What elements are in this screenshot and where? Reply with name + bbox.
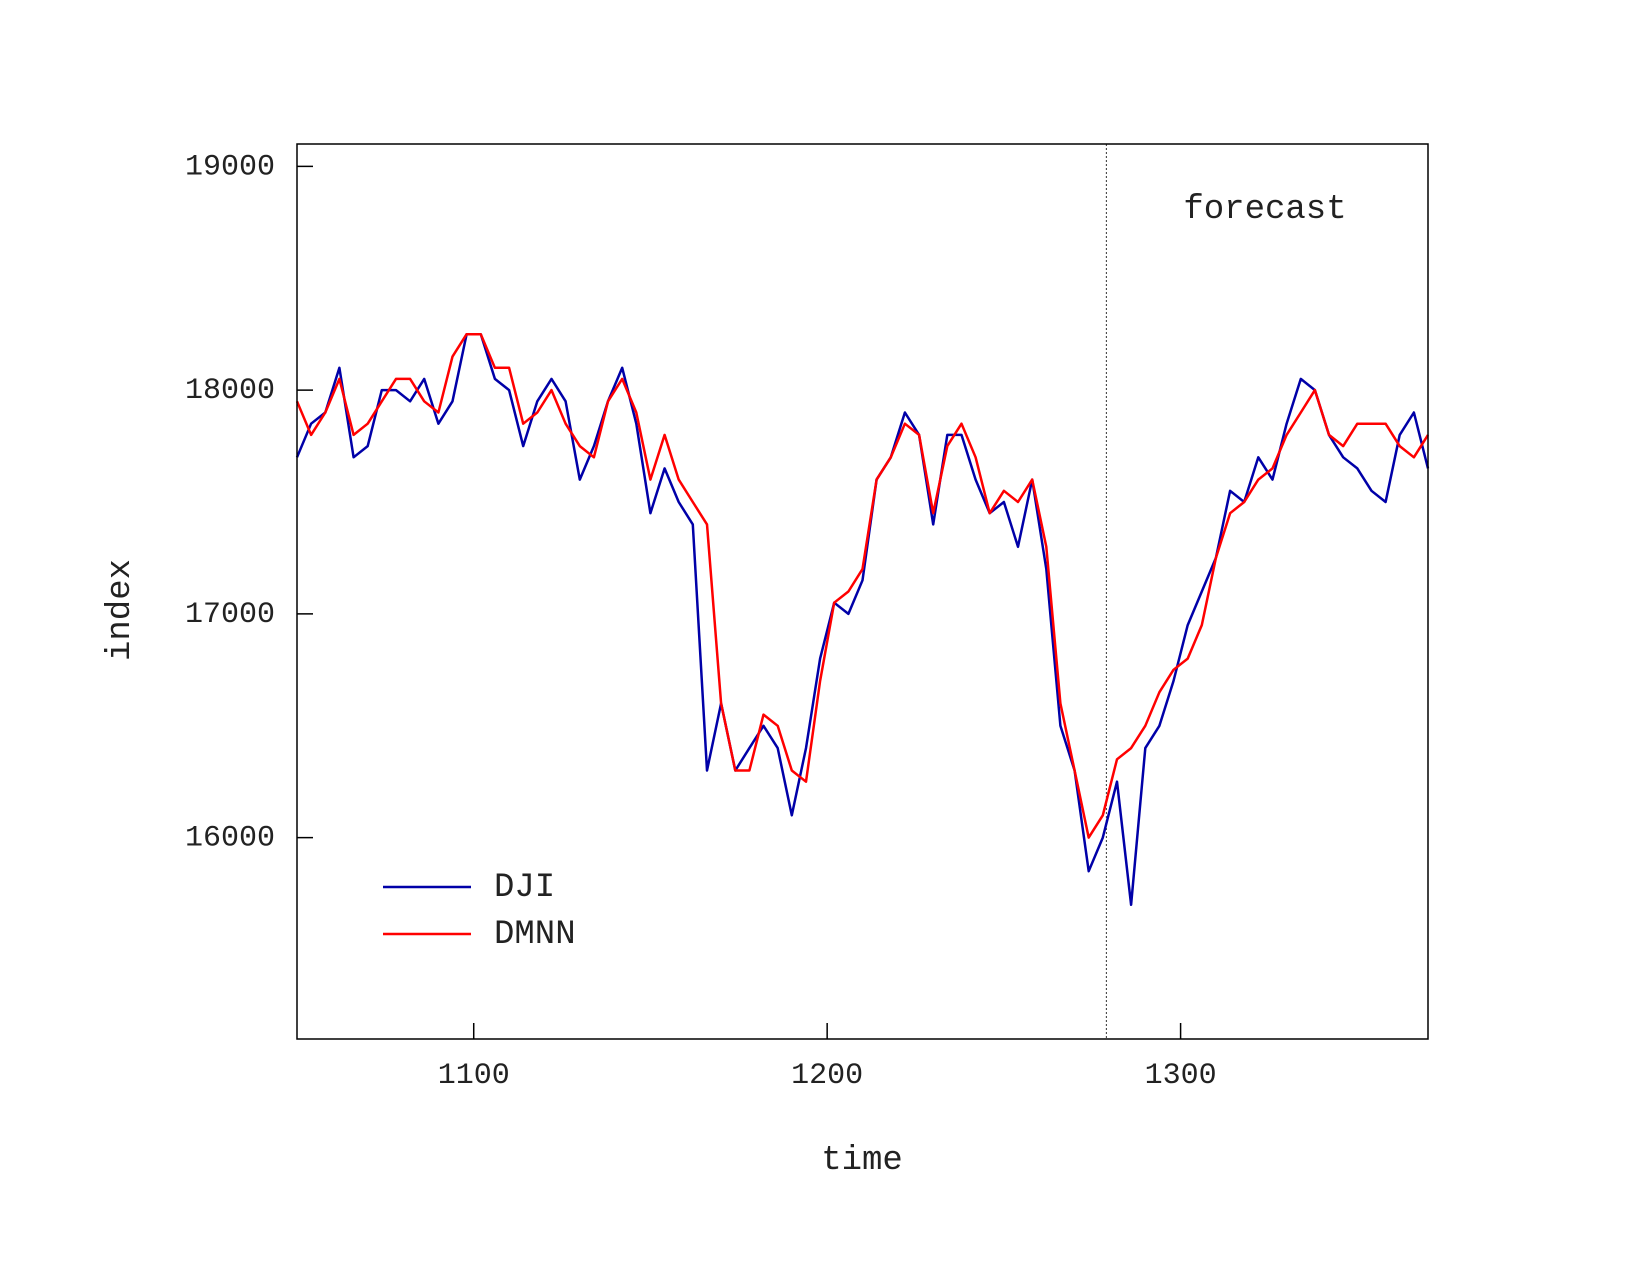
x-axis-label: time — [821, 1142, 903, 1180]
y-tick-label: 18000 — [185, 374, 275, 408]
x-tick-label: 1300 — [1145, 1059, 1217, 1093]
x-tick-label: 1100 — [438, 1059, 510, 1093]
x-tick-label: 1200 — [791, 1059, 863, 1093]
data-line — [295, 332, 1430, 907]
legend-label: DMNN — [494, 916, 576, 954]
legend-label: DJI — [494, 869, 555, 907]
y-tick-label: 17000 — [185, 598, 275, 632]
data-line — [295, 332, 1430, 839]
plot-frame — [296, 143, 1429, 1040]
y-tick-label: 19000 — [185, 150, 275, 184]
y-tick-label: 16000 — [185, 822, 275, 856]
annotation: forecast — [1183, 191, 1346, 229]
y-axis-label: index — [102, 559, 140, 661]
